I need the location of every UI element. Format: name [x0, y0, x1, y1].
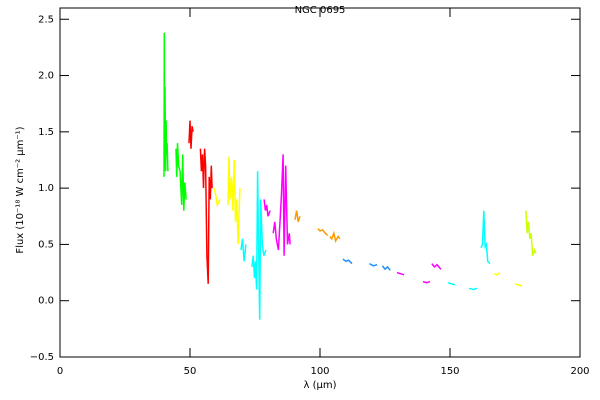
spectrum-segment	[514, 283, 523, 287]
x-tick-label: 100	[310, 366, 329, 377]
y-tick-label: 2.5	[38, 14, 54, 25]
spectrum-segment	[480, 210, 491, 265]
spectrum-segment	[240, 238, 247, 262]
x-tick-label: 200	[570, 366, 589, 377]
y-tick-label: 2.0	[38, 71, 54, 82]
spectrum-segment	[329, 230, 341, 244]
x-tick-label: 150	[440, 366, 459, 377]
spectrum-segment	[468, 287, 478, 291]
spectrum-segment	[263, 199, 271, 217]
y-tick-label: 0.0	[38, 296, 54, 307]
spectrum-segment	[396, 271, 405, 276]
spectrum-segment	[447, 281, 456, 286]
x-tick-label: 0	[57, 366, 63, 377]
spectrum-segment	[525, 210, 537, 256]
plot-frame	[59, 7, 581, 358]
y-axis-label: Flux (10⁻¹⁸ W cm⁻² μm⁻¹)	[15, 126, 26, 253]
spectrum-segment	[188, 120, 194, 149]
x-axis-label: λ (μm)	[303, 380, 336, 391]
spectrum-segment	[272, 154, 291, 256]
y-tick-label: 1.0	[38, 183, 54, 194]
spectrum-segment	[431, 263, 442, 270]
spectrum-segment	[317, 228, 329, 236]
spectrum-segment	[381, 265, 391, 271]
spectrum-segment	[199, 148, 213, 284]
x-tick-label: 50	[184, 366, 197, 377]
y-tick-label: −0.5	[30, 352, 54, 363]
y-tick-label: 1.5	[38, 127, 54, 138]
spectrum-segment	[294, 210, 301, 223]
spectrum-segment	[369, 262, 378, 267]
spectrum-segment	[163, 32, 169, 177]
y-tick-label: 0.5	[38, 239, 54, 250]
spectrum-segment	[213, 187, 221, 208]
spectrum-segment	[251, 171, 267, 320]
spectrum-segment	[422, 280, 431, 284]
spectrum-segment	[227, 156, 241, 245]
spectrum-segment	[175, 143, 187, 211]
spectrum-segment	[493, 271, 501, 276]
spectrum-segment	[342, 258, 353, 265]
